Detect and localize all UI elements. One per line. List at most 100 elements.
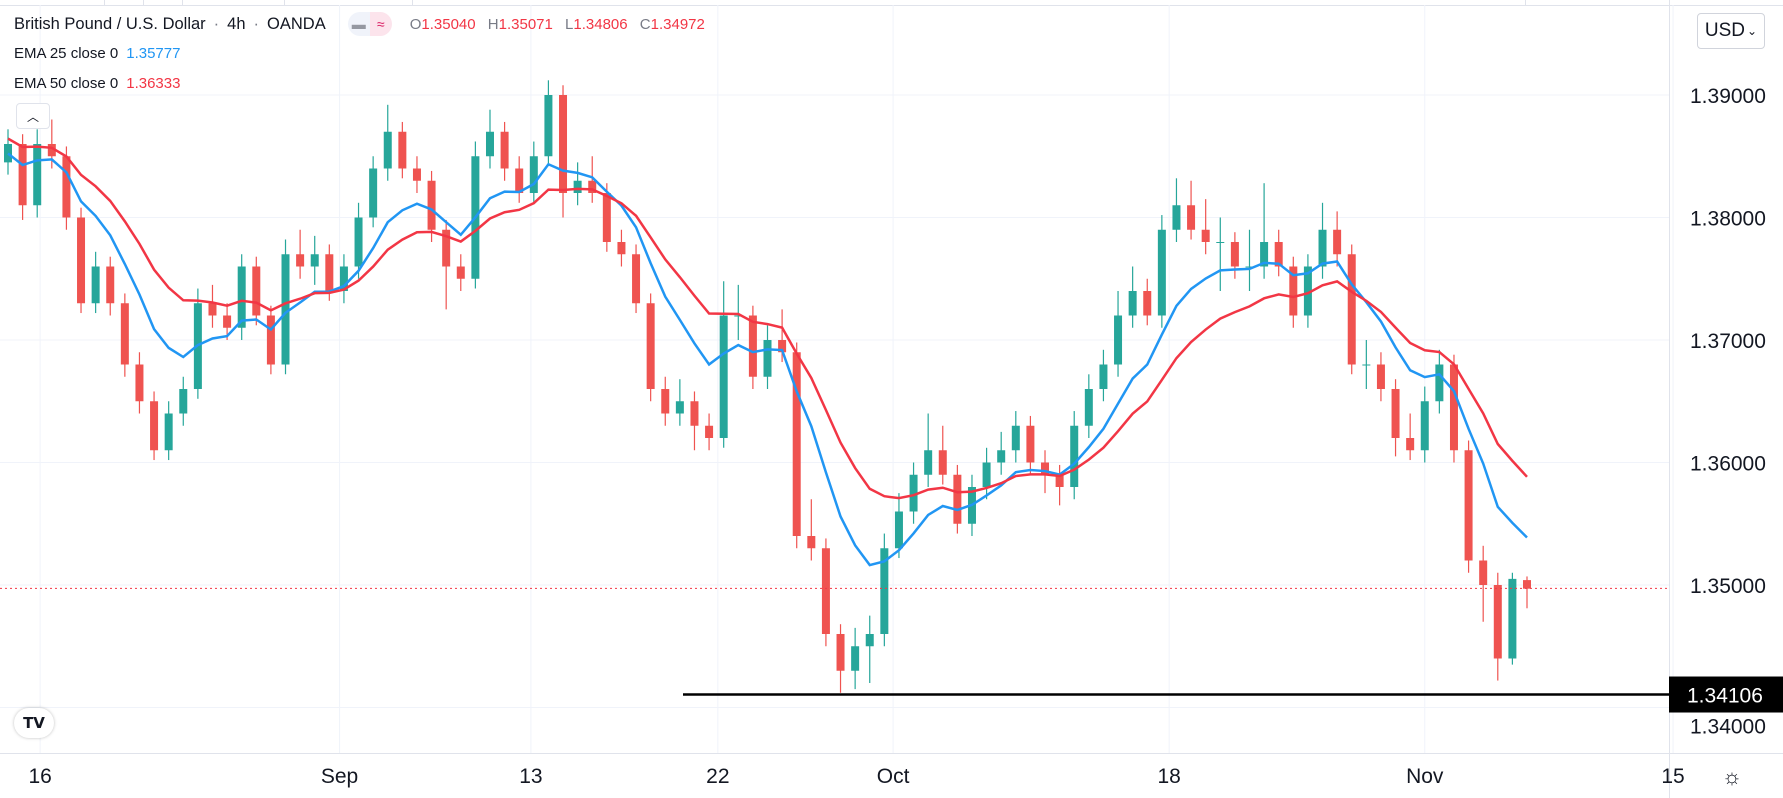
candle-body bbox=[1508, 578, 1517, 659]
candle-body bbox=[632, 254, 641, 304]
candle bbox=[938, 425, 947, 485]
market-status-pill[interactable]: ▬ ≈ bbox=[347, 12, 392, 36]
candle bbox=[719, 281, 728, 448]
candle-body bbox=[106, 266, 115, 304]
settings-icon[interactable]: ☼ bbox=[1721, 764, 1743, 789]
candle-body bbox=[442, 229, 451, 267]
candle-body bbox=[456, 266, 465, 279]
candle bbox=[544, 80, 553, 167]
time-tick-label: Nov bbox=[1406, 765, 1444, 788]
candle-body bbox=[734, 315, 743, 317]
separator: · bbox=[253, 14, 260, 33]
candle-body bbox=[909, 474, 918, 512]
time-tick-label: 18 bbox=[1157, 765, 1180, 788]
candle-body bbox=[369, 168, 378, 218]
candle bbox=[266, 305, 275, 375]
candle-body bbox=[792, 352, 801, 536]
candle-body bbox=[485, 131, 494, 157]
price-tick-label: 1.35000 bbox=[1690, 575, 1766, 598]
price-tick-label: 1.34000 bbox=[1690, 716, 1766, 739]
candle-body bbox=[821, 548, 830, 634]
candle-body bbox=[763, 340, 772, 377]
candle bbox=[997, 431, 1006, 475]
candle bbox=[1435, 349, 1444, 414]
candle bbox=[821, 538, 830, 647]
candle bbox=[427, 170, 436, 242]
candle bbox=[1055, 464, 1064, 506]
minus-icon: ▬ bbox=[347, 12, 370, 36]
candle bbox=[1084, 374, 1093, 438]
candle-body bbox=[865, 634, 874, 647]
candle-body bbox=[1479, 560, 1488, 585]
price-tick-label: 1.38000 bbox=[1690, 208, 1766, 231]
price-tick-label: 1.36000 bbox=[1690, 453, 1766, 476]
candle bbox=[763, 325, 772, 389]
candle-body bbox=[705, 425, 714, 438]
candle-body bbox=[1245, 266, 1254, 268]
candle bbox=[1143, 278, 1152, 326]
candle bbox=[1406, 413, 1415, 461]
exchange: OANDA bbox=[267, 14, 326, 33]
candle bbox=[1289, 256, 1298, 328]
candle bbox=[894, 493, 903, 559]
candle-body bbox=[807, 536, 816, 549]
candle-body bbox=[412, 168, 421, 181]
candle bbox=[208, 284, 217, 328]
candle-body bbox=[281, 254, 290, 365]
candle-body bbox=[1274, 242, 1283, 267]
time-tick-label: Sep bbox=[321, 765, 358, 788]
candle-body bbox=[339, 266, 348, 291]
candle-body bbox=[427, 180, 436, 230]
candle-body bbox=[33, 144, 42, 206]
candle bbox=[778, 309, 787, 363]
candle-body bbox=[164, 413, 173, 451]
time-axis[interactable]: 16 Sep 13 22 Oct 18 Nov 15 bbox=[28, 765, 1684, 788]
candle bbox=[339, 254, 348, 304]
candle-body bbox=[62, 156, 71, 218]
candle bbox=[1347, 244, 1356, 375]
candle-body bbox=[77, 217, 86, 304]
candle-body bbox=[544, 95, 553, 157]
ema-lines bbox=[7, 137, 1528, 567]
candle-body bbox=[1318, 229, 1327, 267]
candle-body bbox=[1187, 205, 1196, 230]
symbol-name: British Pound / U.S. Dollar bbox=[14, 14, 206, 33]
price-axis[interactable]: 1.39000 1.38000 1.37000 1.36000 1.35000 1.340… bbox=[1690, 85, 1766, 739]
candle-body bbox=[150, 401, 159, 451]
price-tick-label: 1.37000 bbox=[1690, 330, 1766, 353]
candle bbox=[369, 156, 378, 228]
currency-button[interactable]: USD ⌄ bbox=[1697, 13, 1765, 49]
candle bbox=[1508, 572, 1517, 665]
candle bbox=[1303, 254, 1312, 328]
support-price-label: 1.34106 bbox=[1687, 685, 1763, 708]
candle bbox=[909, 462, 918, 524]
candle-body bbox=[1143, 291, 1152, 316]
candle bbox=[617, 229, 626, 267]
candle bbox=[632, 244, 641, 314]
tradingview-logo[interactable]: 𝗧𝗩 bbox=[14, 708, 54, 738]
ema50-legend[interactable]: EMA 50 close 0 1.36333 bbox=[14, 75, 180, 92]
time-tick-label: 13 bbox=[519, 765, 542, 788]
support-price-badge: 1.34106 bbox=[1669, 676, 1783, 713]
candle-body bbox=[91, 266, 100, 304]
candle bbox=[953, 464, 962, 534]
candle-body bbox=[1055, 474, 1064, 487]
candle bbox=[1216, 217, 1225, 291]
candle-body bbox=[1493, 585, 1502, 659]
collapse-legend-button[interactable]: ︿ bbox=[16, 103, 50, 129]
candle-body bbox=[778, 340, 787, 353]
ema25-legend[interactable]: EMA 25 close 0 1.35777 bbox=[14, 45, 180, 62]
candle bbox=[573, 162, 582, 206]
candle-body bbox=[1435, 364, 1444, 402]
candle bbox=[1362, 340, 1371, 389]
candle-body bbox=[1449, 364, 1458, 451]
candle bbox=[880, 533, 889, 647]
ema50-label: EMA 50 close 0 bbox=[14, 75, 119, 92]
candle-body bbox=[836, 634, 845, 671]
candle-body bbox=[1303, 266, 1312, 316]
symbol-legend[interactable]: British Pound / U.S. Dollar · 4h · OANDA… bbox=[14, 12, 713, 36]
separator: · bbox=[213, 14, 220, 33]
support-price-badge-bg bbox=[1669, 676, 1783, 713]
candle-body bbox=[997, 450, 1006, 463]
